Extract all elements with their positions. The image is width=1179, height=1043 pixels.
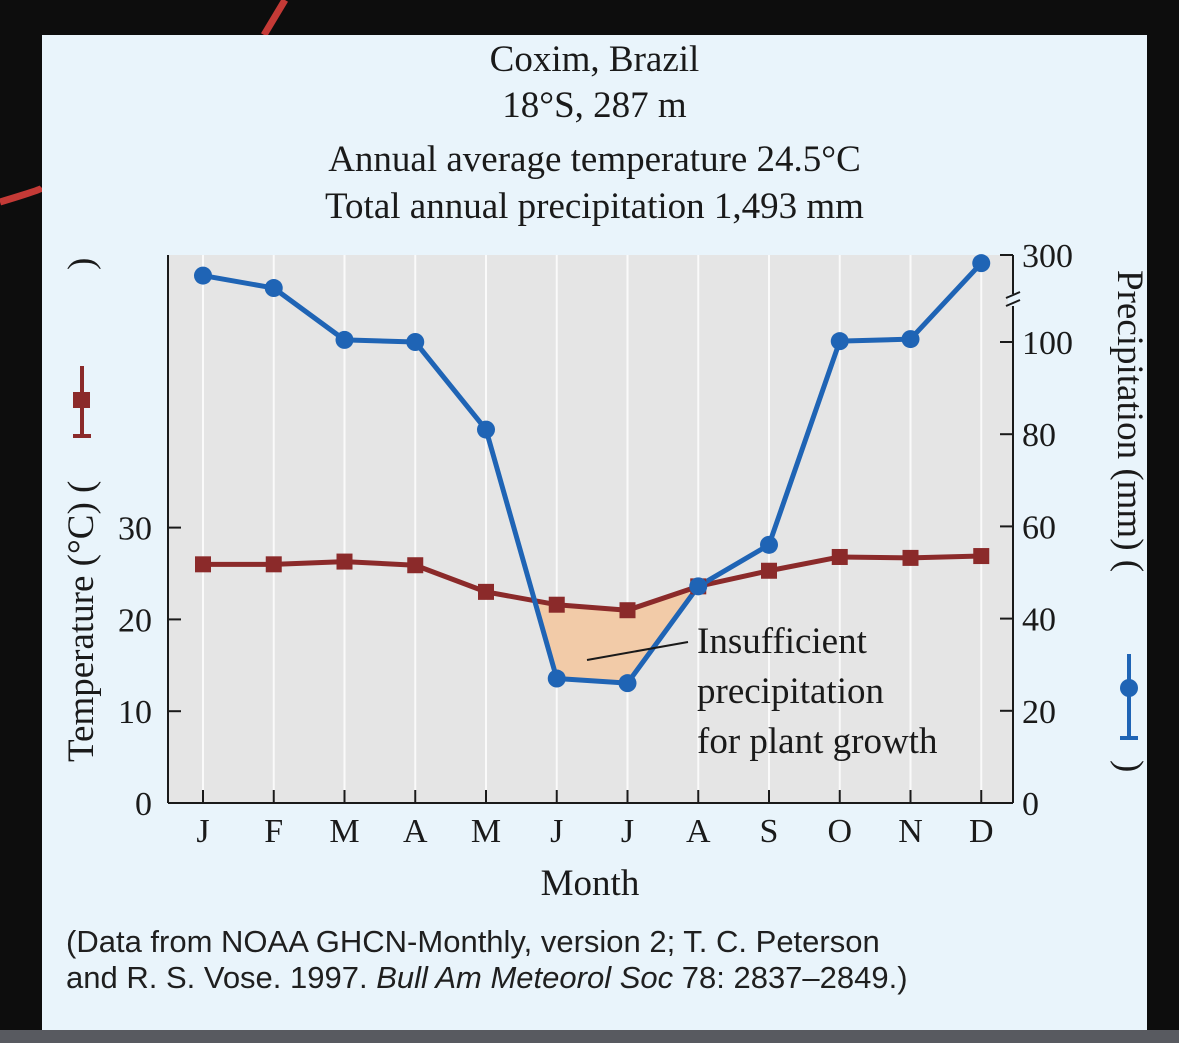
precip-point-6 <box>618 674 637 693</box>
x-axis-label: Month <box>541 863 640 904</box>
annotation-line-2: precipitation <box>697 671 884 712</box>
precip-point-0 <box>194 266 212 285</box>
x-tick-label-7: A <box>686 813 711 850</box>
annotation-line-3: for plant growth <box>697 721 938 762</box>
temp-point-2 <box>336 553 353 570</box>
precip-point-9 <box>830 332 849 351</box>
right-tick-label-0: 0 <box>1022 786 1039 823</box>
right-axis-label: Precipitation (mm) ( <box>1109 270 1150 572</box>
temp-point-10 <box>902 549 919 566</box>
precip-point-7 <box>689 577 708 596</box>
x-tick-label-9: O <box>827 813 852 850</box>
annotation-line-1: Insufficient <box>697 621 868 662</box>
precipitation-markers <box>194 254 991 693</box>
precipitation-legend-icon <box>1120 654 1138 740</box>
source-line-1: (Data from NOAA GHCN-Monthly, version 2;… <box>66 924 880 959</box>
temp-point-1 <box>265 556 282 573</box>
temperature-line <box>203 553 982 613</box>
x-tick-label-8: S <box>760 813 779 850</box>
x-tick-label-5: J <box>550 813 563 850</box>
left-axis-label-group: Temperature (°C) ( ) <box>61 258 102 762</box>
left-axis-label-end: ) <box>61 258 102 270</box>
left-axis-label: Temperature (°C) ( <box>61 481 102 762</box>
x-tick-label-11: D <box>969 813 994 850</box>
precip-point-10 <box>901 330 920 349</box>
precip-point-8 <box>760 535 778 554</box>
precip-point-3 <box>406 333 425 351</box>
x-tick-label-6: J <box>621 813 634 850</box>
x-tick-label-10: N <box>898 813 923 850</box>
x-axis-ticks <box>202 790 983 803</box>
bottom-bar <box>0 1030 1179 1043</box>
left-tick-label-1: 10 <box>118 694 152 731</box>
precip-point-1 <box>264 279 283 298</box>
deficit-region <box>534 586 699 684</box>
x-tick-label-4: M <box>471 813 501 850</box>
x-tick-label-2: M <box>329 813 359 850</box>
precip-point-2 <box>335 330 354 349</box>
temp-point-3 <box>407 557 424 574</box>
left-tick-label-0: 0 <box>135 786 152 823</box>
left-tick-label-2: 20 <box>118 602 152 639</box>
chart-location: 18°S, 287 m <box>502 85 687 126</box>
left-tick-label-3: 30 <box>118 511 152 548</box>
right-tick-label-1: 20 <box>1022 694 1056 731</box>
right-tick-label-6: 300 <box>1022 238 1073 275</box>
source-line-2-post: 78: 2837–2849.) <box>673 960 908 995</box>
temp-point-4 <box>478 583 494 600</box>
source-line-2: and R. S. Vose. 1997. Bull Am Meteorol S… <box>66 960 1146 996</box>
right-axis-label-group: Precipitation (mm) ( ) <box>1109 270 1150 772</box>
right-tick-label-3: 60 <box>1022 509 1056 546</box>
precip-point-4 <box>477 420 495 439</box>
left-axis-ticks <box>168 526 181 804</box>
svg-text:Precipitation (mm) (: Precipitation (mm) ( <box>1109 270 1150 572</box>
chart-total-precip: Total annual precipitation 1,493 mm <box>325 186 864 227</box>
chart-title: Coxim, Brazil <box>489 39 700 80</box>
temp-point-8 <box>761 562 777 579</box>
right-axis-break <box>1005 291 1021 307</box>
plot-background <box>168 255 1013 803</box>
source-line-2-pre: and R. S. Vose. 1997. <box>66 960 377 995</box>
annotation-leader <box>586 641 689 661</box>
temp-point-6 <box>619 602 636 619</box>
x-tick-label-3: A <box>403 813 428 850</box>
temp-point-11 <box>973 548 990 565</box>
chart-avg-temp: Annual average temperature 24.5°C <box>328 139 861 180</box>
right-tick-label-2: 40 <box>1022 602 1056 639</box>
svg-text:Temperature (°C) (: Temperature (°C) ( <box>61 481 102 762</box>
right-tick-label-5: 100 <box>1022 325 1073 362</box>
temp-point-9 <box>831 548 848 565</box>
right-axis-label-end: ) <box>1109 760 1150 772</box>
temp-point-0 <box>195 556 211 573</box>
temp-point-5 <box>548 596 565 613</box>
right-axis-ticks <box>1000 254 1013 804</box>
source-journal: Bull Am Meteorol Soc <box>376 960 674 995</box>
precip-point-11 <box>972 254 991 273</box>
precipitation-line <box>202 261 984 686</box>
precip-point-5 <box>547 669 566 688</box>
right-tick-label-4: 80 <box>1022 417 1056 454</box>
temperature-legend-icon <box>73 366 91 438</box>
x-tick-label-0: J <box>196 813 209 850</box>
x-tick-label-1: F <box>264 813 283 850</box>
vertical-gridlines <box>202 255 983 803</box>
